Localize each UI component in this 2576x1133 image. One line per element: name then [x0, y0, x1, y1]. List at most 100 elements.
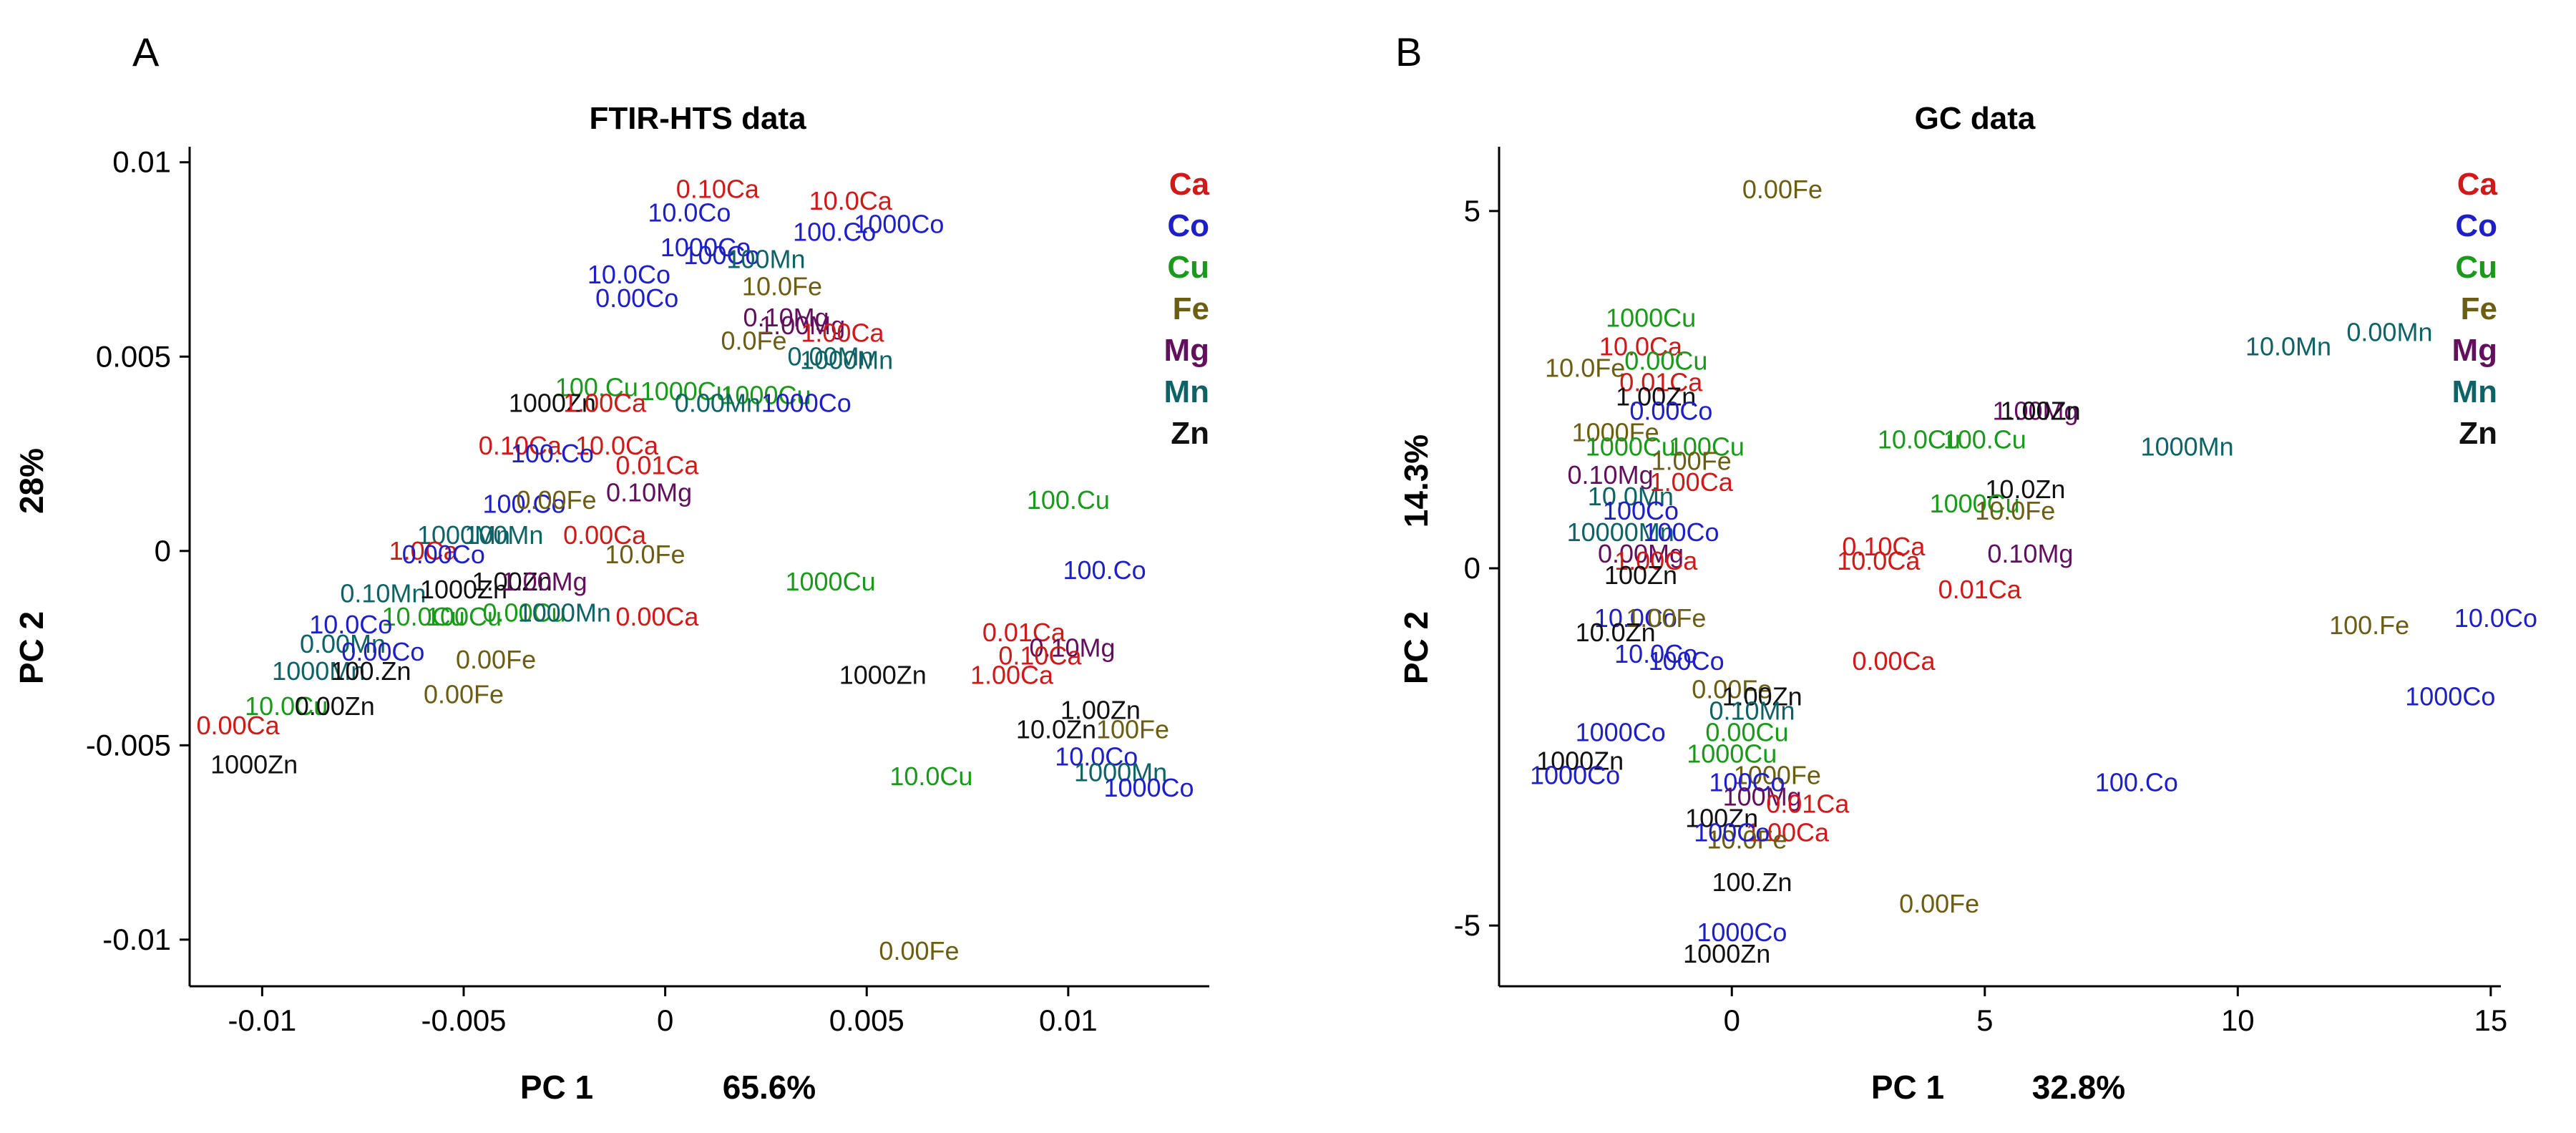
point-label: 1.00Zn — [1722, 682, 1802, 711]
point-label: 0.00Co — [341, 637, 424, 666]
panel-b-letter: B — [1395, 29, 1422, 74]
point-label: 1.00Ca — [1614, 546, 1698, 575]
point-label: 0.00Fe — [1742, 175, 1823, 204]
panel-b-y-variance-text: 14.3% — [1397, 434, 1435, 527]
point-label: 0.00Fe — [1692, 675, 1772, 704]
point-label: 1000Fe — [1734, 761, 1821, 790]
point-label: 1000Cu — [1586, 432, 1676, 461]
point-label: 1.00Fe — [1626, 603, 1706, 633]
point-label: 0.00Cu — [1624, 346, 1707, 375]
panel-a-legend: Ca Co Cu Fe Mg Mn Zn — [1163, 167, 1209, 451]
point-label: 0.00Mn — [788, 341, 874, 371]
point-label: 100.Co — [2095, 767, 2178, 797]
point-label: 0.00Mn — [675, 388, 761, 417]
point-label: 100.Zn — [1712, 867, 1792, 897]
point-label: 0.10Mg — [1568, 460, 1654, 490]
legend-entry-zn: Zn — [1171, 416, 1209, 451]
panel-b-y-axis-label: PC 2 — [1397, 611, 1435, 684]
legend-entry-cu: Cu — [2455, 250, 2497, 285]
point-label: 100Co — [1709, 767, 1785, 797]
point-label: 1000Co — [1103, 773, 1194, 802]
point-label: 10.0Zn — [1016, 715, 1096, 744]
panel-b-legend: Ca Co Cu Fe Mg Mn Zn — [2451, 167, 2497, 451]
point-label: 0.10Ca — [998, 641, 1082, 670]
y-tick-label: -0.01 — [102, 923, 171, 956]
point-label: 0.10Mn — [1709, 696, 1795, 726]
point-label: 1000Cu — [640, 376, 731, 406]
point-label: 1000Co — [854, 210, 944, 239]
y-tick-label: 0.005 — [96, 339, 171, 373]
legend-entry-mg: Mg — [2451, 333, 2497, 368]
point-label: 0.01Ca — [1938, 575, 2022, 604]
panel-b-x-axis-name: PC 1 — [1871, 1069, 1944, 1106]
y-tick-label: 0 — [1464, 551, 1480, 585]
point-label: 10.0Fe — [1545, 353, 1625, 382]
point-label: 0.00Fe — [879, 936, 959, 966]
point-label: 100Zn — [1604, 560, 1677, 590]
panel-a: A FTIR-HTS data PC 2 28% PC 1 65.6% 0.01… — [13, 29, 1210, 1106]
point-label: 0.00Mg — [1598, 539, 1684, 568]
point-label: 0.10Mn — [340, 579, 426, 608]
point-label: 0.00Ca — [197, 711, 280, 740]
point-label: 1000Mn — [272, 656, 365, 686]
y-tick-label: 0 — [155, 534, 171, 568]
y-tick-label: 0.01 — [112, 145, 171, 179]
point-label: 1.00Ca — [801, 318, 884, 348]
point-label: 0.00Co — [595, 283, 678, 313]
point-label: 1000Cu — [1930, 489, 2020, 518]
x-tick-label: -0.005 — [421, 1003, 506, 1037]
point-label: 10.0Ca — [1599, 332, 1683, 361]
point-label: 1.00Fe — [1652, 446, 1732, 475]
point-label: 0.10Mg — [743, 303, 829, 332]
point-label: 10.0Mn — [2245, 332, 2331, 361]
point-label: 1.00Ca — [1650, 467, 1734, 497]
legend-entry-cu: Cu — [1167, 250, 1209, 285]
point-label: 10.0Cu — [889, 762, 972, 791]
x-tick-label: 15 — [2474, 1003, 2507, 1037]
point-label: 1000Cu — [721, 381, 811, 410]
panel-b-y-variance: 14.3% — [1397, 434, 1435, 527]
point-label: 1000Zn — [420, 575, 507, 604]
point-label: 0.00Cu — [1705, 718, 1788, 747]
point-label: 0.10Mg — [1987, 539, 2073, 568]
legend-entry-mn: Mn — [2451, 374, 2497, 409]
x-tick-label: 0 — [1724, 1003, 1740, 1037]
panel-a-points: 0.10Ca 10.0Ca1000Co100.Co10.0Co1000Co100C… — [197, 175, 1194, 966]
point-label: 0.00Co — [1629, 396, 1712, 425]
point-label: 10.0Ca — [575, 431, 659, 460]
point-label: 0.10Ca — [479, 431, 562, 460]
panel-b-axes: 5 0 -5 0 5 10 15 — [1454, 147, 2507, 1037]
point-label: 100.Co — [511, 439, 594, 468]
point-label: 1.00Mg — [502, 567, 587, 596]
point-label: 1.00Zn — [472, 567, 552, 596]
point-label: 0.01Ca — [1619, 367, 1703, 397]
panel-a-axes: 0.01 0.005 0 -0.005 -0.01 -0.01 -0.005 0 0.005 0.… — [86, 145, 1209, 1037]
point-label: 100Co — [1603, 496, 1679, 525]
point-label: 0.01Ca — [1766, 789, 1850, 818]
point-label: 10.0Fe — [742, 272, 822, 301]
panel-a-x-variance: 65.6% — [723, 1069, 816, 1106]
point-label: 10.0Co — [309, 610, 392, 639]
point-label: 1000Cu — [1687, 739, 1777, 769]
point-label: 1.0Ca — [389, 536, 459, 565]
point-label: 10.0Cu — [382, 602, 465, 631]
point-label: 1.00Zn — [2001, 396, 2081, 425]
point-label: 1.00Zn — [1060, 695, 1141, 724]
point-label: 0.00Mn — [2346, 318, 2432, 347]
point-label: 10.0Fe — [1707, 825, 1787, 854]
point-label: 10.0Zn — [1576, 618, 1656, 647]
point-label: 100.Zn — [331, 656, 411, 686]
point-label: 1000Co — [761, 388, 852, 417]
panel-b: B GC data PC 2 14.3% PC 1 32.8% 5 0 -5 0 5 10… — [1395, 29, 2537, 1106]
point-label: 1000Co — [1697, 918, 1787, 947]
point-label: 1000Mn — [417, 520, 510, 550]
panel-a-x-axis-name: PC 1 — [520, 1069, 593, 1106]
point-label: 1.00Ca — [1746, 817, 1830, 847]
point-label: 1000Co — [660, 233, 751, 262]
point-label: 1000Zn — [1683, 939, 1770, 968]
legend-entry-mg: Mg — [1163, 333, 1209, 368]
point-label: 100Mg — [1723, 782, 1802, 811]
y-tick-label: -5 — [1454, 908, 1480, 942]
